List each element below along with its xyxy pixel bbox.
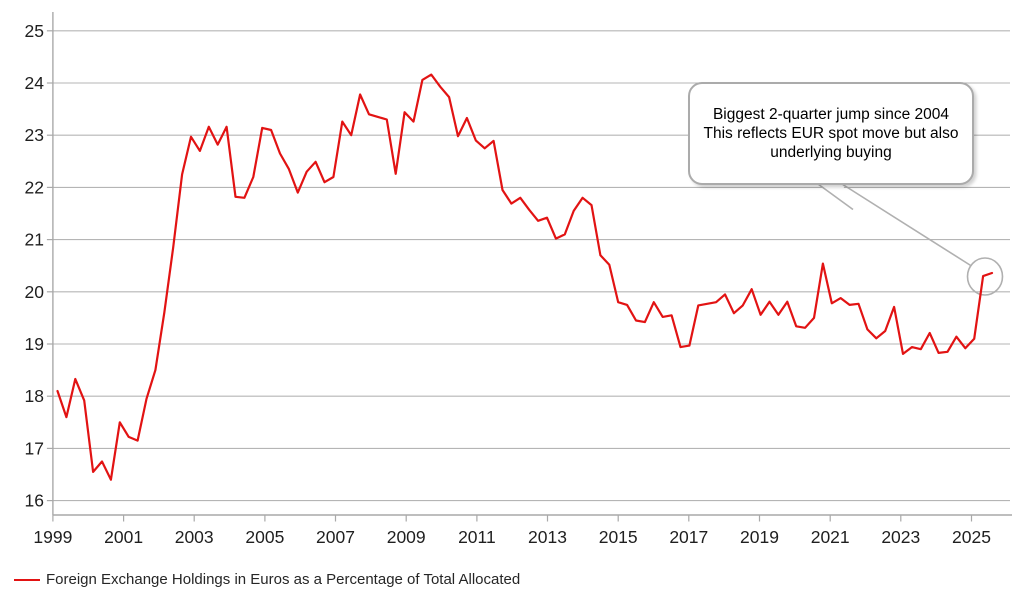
x-axis-tick-label: 2019 bbox=[740, 527, 779, 547]
y-axis-tick-label: 22 bbox=[25, 177, 44, 197]
y-axis-tick-label: 18 bbox=[25, 386, 44, 406]
x-axis-tick-label: 2025 bbox=[952, 527, 991, 547]
legend-label: Foreign Exchange Holdings in Euros as a … bbox=[46, 571, 521, 588]
x-axis-tick-label: 2021 bbox=[811, 527, 850, 547]
annotation-callout: Biggest 2-quarter jump since 2004 This r… bbox=[688, 82, 974, 185]
x-axis-tick-label: 2001 bbox=[104, 527, 143, 547]
y-axis-tick-label: 17 bbox=[25, 438, 44, 458]
highlight-circle bbox=[966, 257, 1004, 296]
legend-line-swatch bbox=[14, 578, 40, 581]
x-axis-tick-label: 2009 bbox=[387, 527, 426, 547]
y-axis-tick-label: 20 bbox=[25, 282, 45, 302]
x-axis-tick-label: 2013 bbox=[528, 527, 567, 547]
eur-share-line bbox=[56, 73, 994, 481]
y-axis-tick-label: 16 bbox=[25, 491, 44, 511]
x-axis-tick-label: 1999 bbox=[33, 527, 72, 547]
x-axis-tick-label: 2015 bbox=[599, 527, 638, 547]
x-axis-tick-label: 2023 bbox=[881, 527, 920, 547]
x-axis-tick-label: 2003 bbox=[175, 527, 214, 547]
y-axis-tick-label: 21 bbox=[25, 230, 44, 250]
callout-tail-edge bbox=[817, 183, 854, 211]
y-axis-tick-label: 25 bbox=[25, 21, 44, 41]
x-axis-tick-label: 2005 bbox=[245, 527, 284, 547]
x-axis-tick-label: 2007 bbox=[316, 527, 355, 547]
legend: Foreign Exchange Holdings in Euros as a … bbox=[14, 571, 520, 588]
x-axis-tick-label: 2017 bbox=[669, 527, 708, 547]
x-axis-tick-label: 2011 bbox=[458, 527, 496, 547]
annotation-line-2: This reflects EUR spot move but also und… bbox=[703, 124, 959, 162]
annotation-leader-line bbox=[841, 183, 972, 267]
y-axis-tick-label: 24 bbox=[25, 73, 45, 93]
y-axis-tick-label: 19 bbox=[25, 334, 44, 354]
y-axis-tick-label: 23 bbox=[25, 125, 44, 145]
annotation-line-1: Biggest 2-quarter jump since 2004 bbox=[712, 105, 950, 123]
